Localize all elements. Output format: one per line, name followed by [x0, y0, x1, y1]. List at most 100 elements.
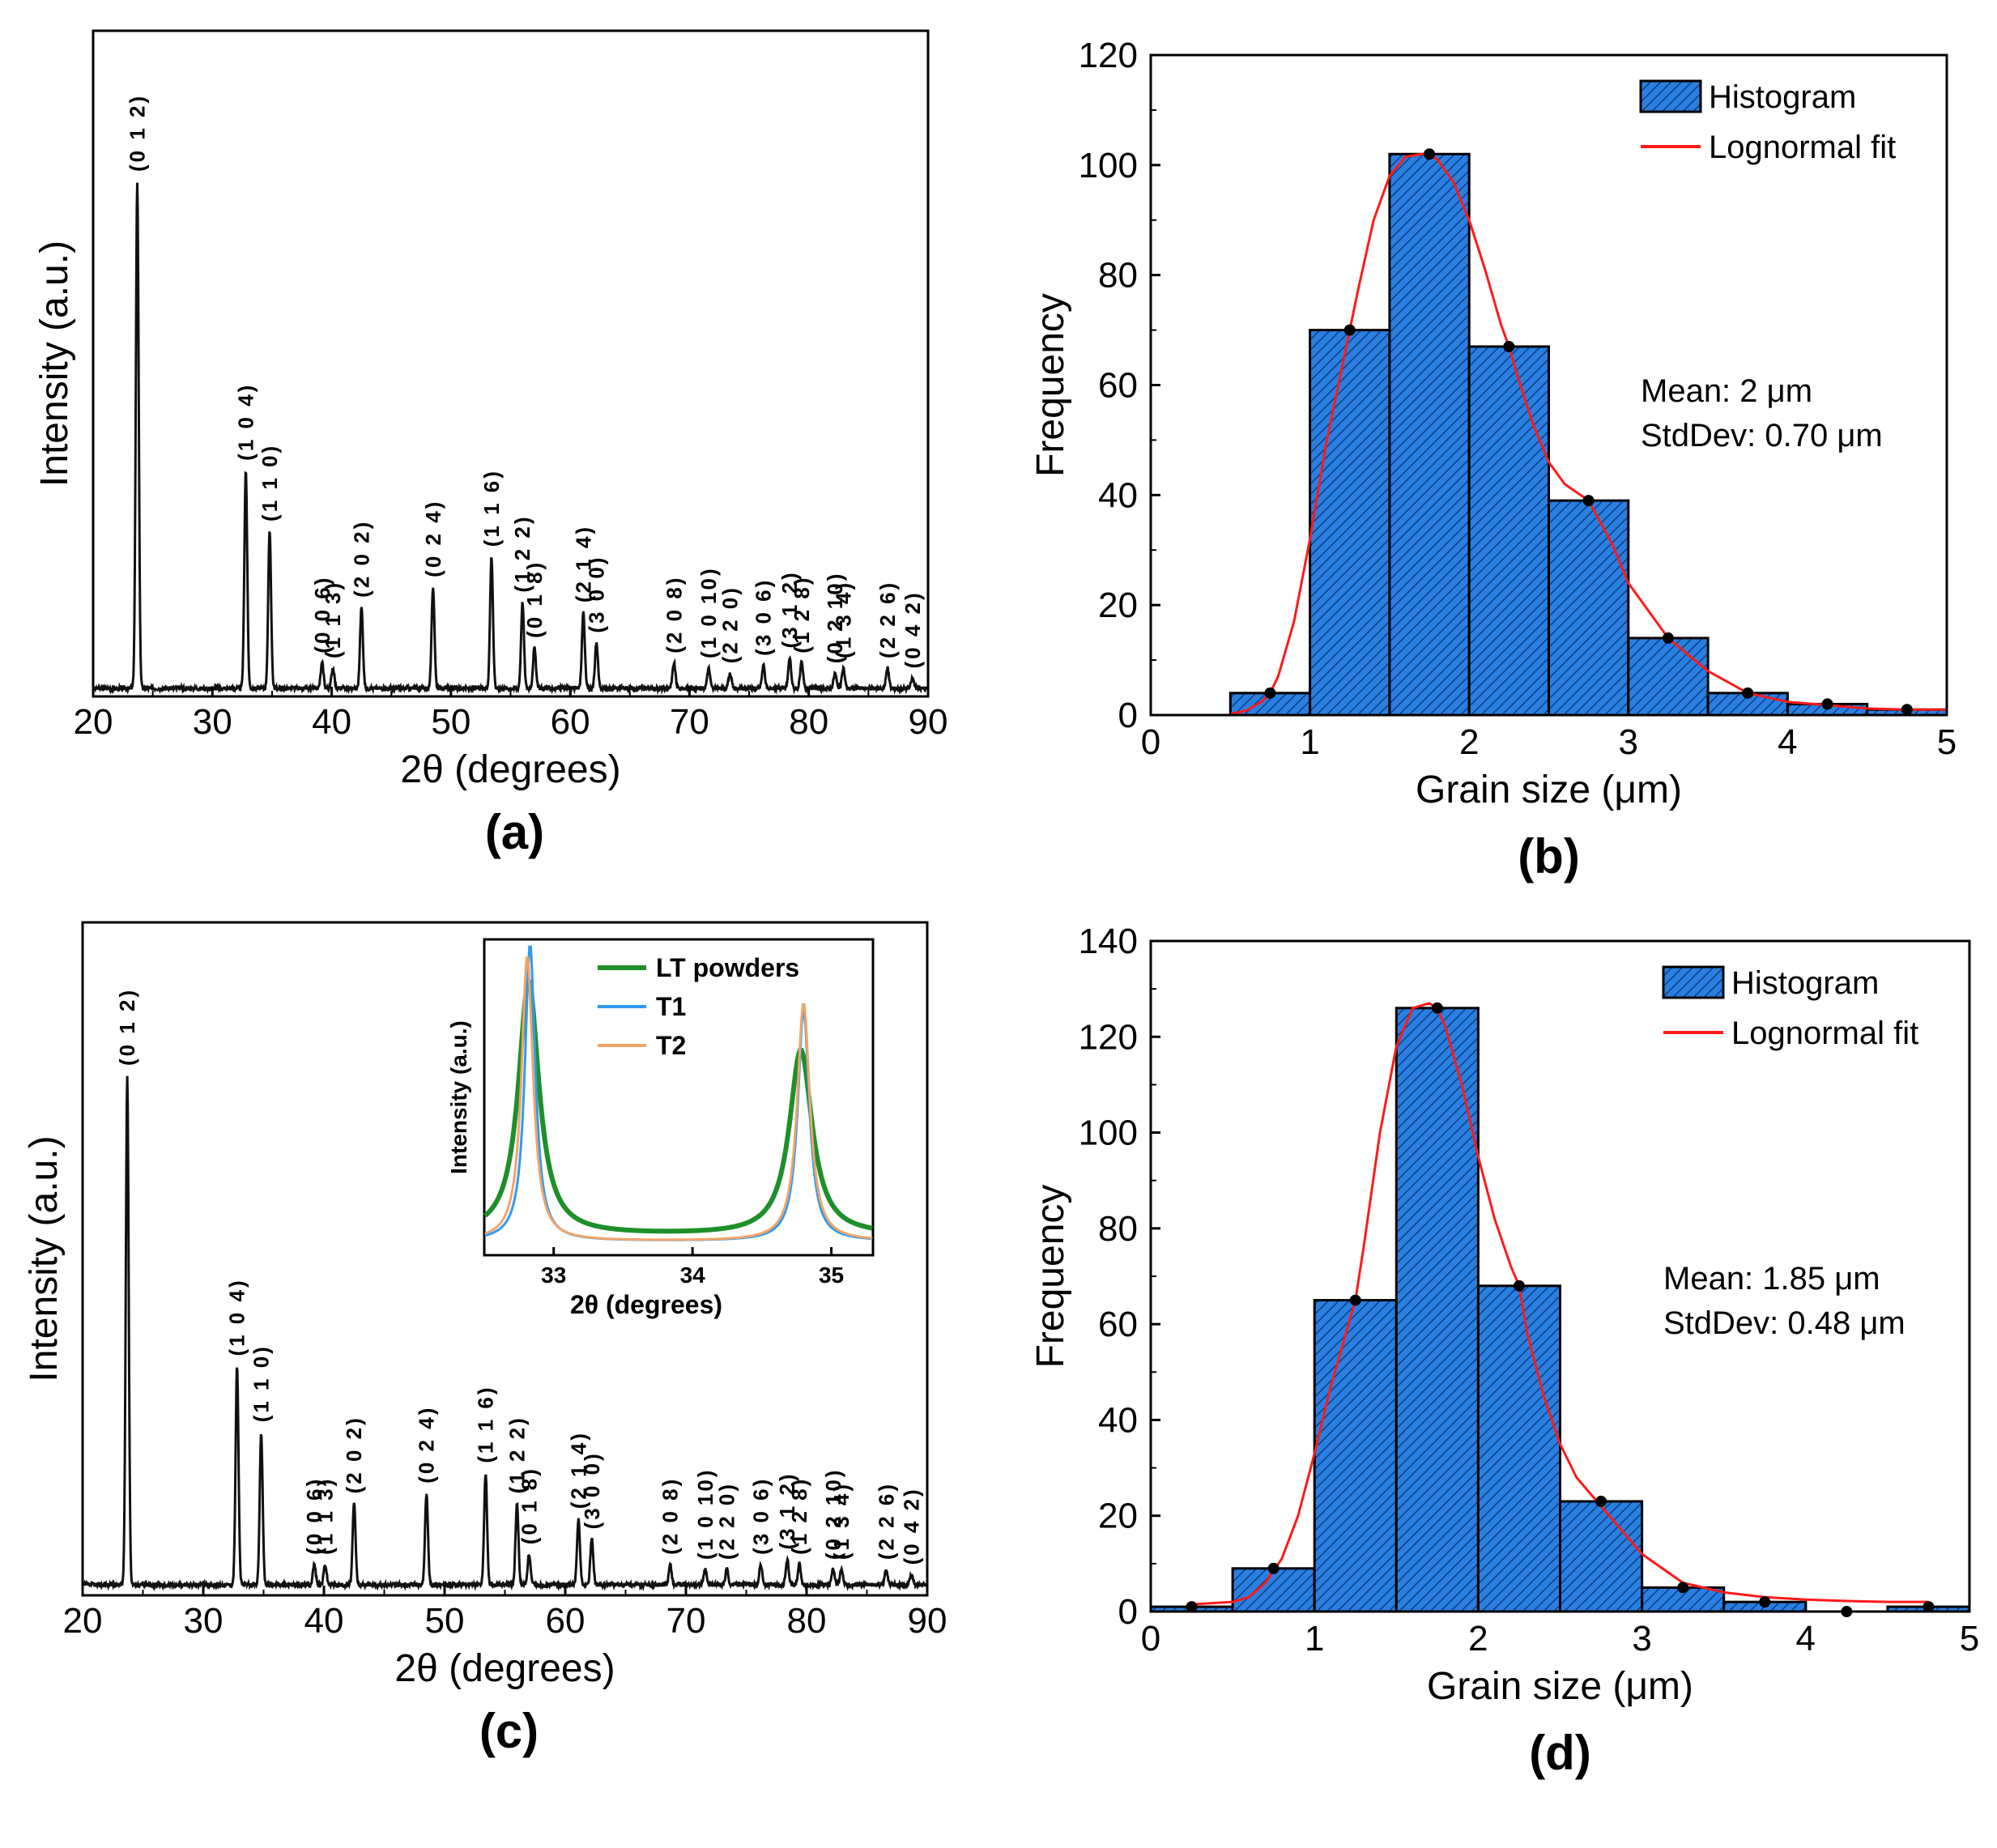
x-tick-label: 20 — [74, 702, 113, 742]
histogram-bar — [1476, 1284, 1562, 1613]
inset-x-tick-label: 35 — [819, 1263, 844, 1288]
x-tick-label: 30 — [193, 702, 232, 742]
mean-annotation: Mean: 1.85 μm — [1663, 1261, 1880, 1297]
y-tick-label: 20 — [1098, 1497, 1138, 1536]
x-tick-label: 0 — [1141, 1619, 1160, 1659]
fit-point-marker — [1595, 1495, 1607, 1507]
x-tick-label: 90 — [909, 702, 948, 742]
y-tick-label: 60 — [1098, 1305, 1138, 1344]
peak-label: (1 3 4) — [831, 581, 855, 658]
peak-label: (1 2 2) — [505, 1416, 529, 1493]
x-tick-label: 3 — [1632, 1619, 1651, 1659]
peak-label: (0 0 6) — [310, 576, 334, 654]
peak-label: (0 1 8) — [522, 560, 547, 638]
peak-label: (0 1 2) — [125, 94, 149, 172]
fit-point-marker — [1662, 632, 1674, 644]
stddev-annotation: StdDev: 0.48 μm — [1663, 1305, 1905, 1341]
fit-point-marker — [1901, 704, 1913, 716]
fit-point-marker — [1186, 1601, 1198, 1613]
histogram-bar — [1394, 1007, 1480, 1613]
histogram-bar — [1309, 329, 1391, 717]
histogram-bar — [1627, 637, 1710, 717]
inset-y-axis-title: Intensity (a.u.) — [446, 1020, 471, 1174]
x-axis-title: 2θ (degrees) — [394, 1647, 615, 1690]
peak-label: (1 2 2) — [510, 514, 534, 592]
histogram-bar — [1231, 1567, 1316, 1613]
fit-point-marker — [1424, 148, 1436, 160]
y-axis-title: Intensity (a.u.) — [33, 241, 76, 487]
y-tick-label: 100 — [1079, 146, 1138, 185]
y-tick-label: 40 — [1098, 1400, 1138, 1440]
stddev-annotation: StdDev: 0.70 μm — [1641, 418, 1883, 453]
xrd-pattern-line — [93, 182, 928, 696]
x-tick-label: 5 — [1937, 722, 1957, 762]
peak-label: (1 0 10) — [693, 1468, 717, 1561]
fit-point-marker — [1922, 1601, 1935, 1613]
panel-label: (a) — [485, 805, 544, 859]
inset-x-axis-title: 2θ (degrees) — [570, 1290, 722, 1319]
peak-label: (0 2 4) — [421, 500, 445, 577]
x-tick-label: 50 — [431, 702, 471, 742]
x-tick-label: 20 — [63, 1601, 103, 1641]
legend-label-histogram: Histogram — [1709, 79, 1856, 115]
y-tick-label: 120 — [1079, 36, 1138, 75]
panel-label: (c) — [479, 1704, 539, 1758]
peak-label: (1 0 4) — [234, 383, 258, 461]
mean-annotation: Mean: 2 μm — [1641, 373, 1812, 409]
fit-point-marker — [1582, 495, 1595, 507]
peak-label: (2 0 2) — [342, 1416, 366, 1493]
fit-point-marker — [1264, 687, 1276, 699]
x-tick-label: 3 — [1619, 722, 1638, 762]
histogram-bar — [1548, 499, 1630, 717]
y-axis-title: Frequency — [1029, 1185, 1072, 1369]
fit-point-marker — [1349, 1294, 1361, 1306]
peak-label: (2 2 6) — [875, 581, 900, 658]
inset-x-tick-label: 33 — [541, 1263, 566, 1288]
panel-b-histogram-chart: 0 1 2 3 4 5 0 20 40 60 80 100 120 Grain size (μm) Freq… — [1029, 36, 1957, 884]
panel-a-xrd-chart: (0 1 2)(1 0 4)(1 1 0)(0 0 6)(1 1 3)(2 0 … — [33, 29, 948, 859]
inset-legend-label: T2 — [656, 1031, 686, 1060]
peak-label: (1 1 6) — [474, 1385, 498, 1463]
legend-label-fit: Lognormal fit — [1709, 130, 1896, 165]
peak-label: (2 0 8) — [662, 576, 686, 654]
fit-point-marker — [1513, 1280, 1525, 1292]
x-tick-label: 40 — [312, 702, 351, 742]
y-axis-title: Frequency — [1029, 293, 1072, 477]
inset-series-line — [484, 956, 873, 1241]
peak-label: (2 2 0) — [718, 585, 743, 663]
inset-frame — [483, 938, 875, 1257]
x-tick-label: 80 — [787, 1601, 827, 1641]
peak-label: (2 0 8) — [658, 1477, 683, 1555]
inset-legend-label: LT powders — [656, 953, 799, 982]
peak-label: (0 4 2) — [901, 590, 925, 668]
y-tick-label: 20 — [1098, 585, 1138, 625]
peak-label: (1 1 0) — [249, 1344, 274, 1422]
peak-label: (1 2 8) — [787, 1477, 811, 1555]
peak-label: (1 3 4) — [829, 1482, 854, 1560]
x-tick-label: 4 — [1778, 722, 1797, 762]
y-tick-label: 120 — [1079, 1017, 1138, 1057]
peak-label: (1 2 8) — [790, 576, 814, 654]
peak-label: (0 2 4) — [415, 1406, 439, 1484]
y-tick-label: 140 — [1079, 922, 1138, 961]
peak-label: (0 1 8) — [517, 1467, 541, 1544]
peak-label: (3 1 2) — [775, 1471, 799, 1549]
fit-point-marker — [1759, 1596, 1771, 1608]
peak-label: (1 0 4) — [225, 1278, 249, 1356]
histogram-bar — [1467, 345, 1550, 717]
x-tick-label: 4 — [1796, 1619, 1816, 1659]
peak-label: (0 2 10) — [823, 572, 847, 664]
x-tick-label: 60 — [551, 702, 590, 742]
peak-label: (1 0 10) — [696, 566, 721, 658]
y-tick-label: 80 — [1098, 1209, 1138, 1249]
peak-label: (1 1 0) — [258, 444, 282, 522]
y-tick-label: 40 — [1098, 475, 1138, 515]
x-tick-label: 0 — [1141, 722, 1160, 762]
y-axis-title: Intensity (a.u.) — [23, 1135, 66, 1382]
x-tick-label: 1 — [1305, 1619, 1324, 1659]
x-tick-label: 70 — [666, 1601, 706, 1641]
x-tick-label: 40 — [304, 1601, 344, 1641]
x-tick-label: 30 — [184, 1601, 224, 1641]
peak-label: (2 2 0) — [715, 1482, 739, 1560]
peak-label: (2 2 6) — [874, 1482, 898, 1560]
